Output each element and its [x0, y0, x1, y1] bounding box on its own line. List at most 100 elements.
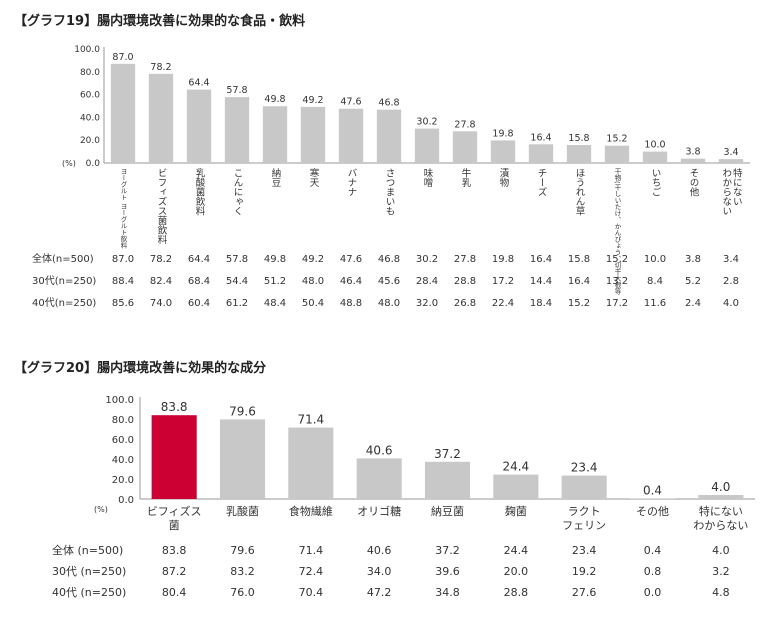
c19-table-cell: 4.0: [723, 298, 739, 309]
c19-y-tick-label: 20.0: [80, 136, 100, 146]
c20-bar: [219, 419, 266, 499]
c19-table-cell: 17.2: [492, 276, 514, 287]
c20-table-row-label: 40代 (n=250): [52, 586, 126, 599]
c19-table-cell: 8.4: [647, 276, 663, 287]
c19-table-cell: 60.4: [188, 298, 210, 309]
c19-category-label: ヨーグルト ヨーグルト飲料: [119, 168, 127, 250]
c20-data-label: 37.2: [434, 447, 461, 461]
c19-table-cell: 26.8: [454, 298, 476, 309]
c19-data-label: 3.8: [685, 147, 700, 158]
c19-bar: [718, 159, 744, 163]
c19-table-cell: 57.8: [226, 254, 248, 265]
c19-category-label: 納豆: [270, 167, 282, 187]
c20-category-label: フェリン: [562, 519, 606, 532]
c20-category-label: オリゴ糖: [357, 504, 401, 518]
c19-table-cell: 30.2: [416, 254, 438, 265]
c20-bar: [356, 458, 402, 499]
c20-table-cell: 72.4: [299, 565, 324, 578]
c19-data-label: 16.4: [530, 132, 551, 143]
c19-table-row-label: 40代(n=250): [32, 297, 96, 309]
c19-bar: [148, 73, 174, 163]
c19-table-cell: 48.4: [264, 298, 286, 309]
c20-y-unit: (%): [94, 505, 108, 514]
c19-category-label: その他: [688, 168, 700, 197]
c19-table-cell: 48.8: [340, 298, 362, 309]
c20-table-cell: 83.2: [230, 565, 255, 578]
c19-table-cell: 3.8: [685, 254, 701, 265]
c19-data-label: 49.2: [302, 95, 323, 106]
c19-table-cell: 78.2: [150, 254, 172, 265]
c20-table-cell: 34.0: [367, 565, 392, 578]
c19-table-cell: 61.2: [226, 298, 248, 309]
c19-table-cell: 16.4: [530, 254, 552, 265]
c20-table-cell: 83.8: [162, 544, 187, 557]
c19-data-label: 3.4: [723, 147, 738, 158]
c20-y-tick-label: 60.0: [112, 435, 134, 446]
c20-data-label: 0.4: [643, 484, 662, 498]
c19-table-cell: 46.4: [340, 276, 362, 287]
c19-table-cell: 51.2: [264, 276, 286, 287]
c20-table-cell: 80.4: [162, 586, 187, 599]
c19-category-label: こんにゃく: [232, 168, 244, 216]
c19-data-label: 46.8: [378, 98, 399, 109]
c19-table-row-label: 30代(n=250): [32, 275, 96, 287]
c20-category-label: ラクト: [568, 505, 601, 518]
c19-data-label: 49.8: [264, 94, 285, 105]
c19-y-unit: (%): [62, 159, 76, 168]
c19-y-tick-label: 40.0: [80, 113, 100, 123]
c19-table-cell: 22.4: [492, 298, 514, 309]
c19-data-label: 64.4: [188, 78, 209, 89]
c19-table-cell: 19.8: [492, 254, 514, 265]
c20-category-label: 食物繊維: [289, 504, 333, 518]
c19-bar: [338, 108, 364, 163]
c19-category-label: 漬物: [498, 167, 510, 188]
c19-table-cell: 15.2: [606, 254, 628, 265]
c20-category-label: 特にない: [699, 504, 743, 518]
c19-y-tick-label: 100.0: [74, 45, 100, 55]
c20-data-label: 4.0: [711, 480, 730, 494]
c19-y-tick-label: 60.0: [80, 91, 100, 101]
c19-category-label: チーズ: [536, 168, 548, 197]
c20-data-label: 79.6: [229, 404, 256, 418]
c20-bar: [698, 495, 744, 499]
c19-table-cell: 16.4: [568, 276, 590, 287]
c20-bar: [493, 474, 539, 499]
c20-category-label: 乳酸菌: [226, 504, 259, 518]
c19-table-cell: 17.2: [606, 298, 628, 309]
c19-bar: [566, 144, 592, 163]
c19-category-label: 特にない: [731, 167, 743, 206]
c20-table-cell: 27.6: [572, 586, 597, 599]
c20-data-label: 24.4: [502, 460, 529, 474]
c19-table-cell: 27.8: [454, 254, 476, 265]
c20-table-cell: 20.0: [504, 565, 529, 578]
c19-table-cell: 49.8: [264, 254, 286, 265]
c20-table-cell: 34.8: [435, 586, 460, 599]
c20-category-label: その他: [636, 505, 669, 518]
c19-table-cell: 13.2: [606, 276, 628, 287]
c20-table-cell: 4.8: [712, 586, 730, 599]
c19-category-label: 乳酸菌飲料: [194, 167, 206, 216]
c19-category-label: 寒天: [308, 167, 320, 188]
c19-data-label: 10.0: [644, 140, 665, 151]
c19-y-tick-label: 0.0: [86, 159, 101, 169]
c19-table-cell: 5.2: [685, 276, 701, 287]
c20-y-tick-label: 20.0: [112, 475, 134, 486]
c20-y-tick-label: 40.0: [112, 455, 134, 466]
c19-table-cell: 47.6: [340, 254, 362, 265]
c19-table-cell: 87.0: [112, 254, 134, 265]
c20-table-cell: 76.0: [230, 586, 255, 599]
c19-bar: [604, 145, 630, 163]
c19-table-cell: 82.4: [150, 276, 172, 287]
c19-table-cell: 64.4: [188, 254, 210, 265]
c19-bar: [490, 140, 516, 163]
c19-table-cell: 28.8: [454, 276, 476, 287]
c19-table-cell: 2.8: [723, 276, 739, 287]
c19-data-label: 27.8: [454, 119, 475, 130]
c19-bar: [528, 144, 554, 163]
c20-data-label: 71.4: [297, 413, 324, 427]
c20-table-cell: 71.4: [299, 544, 324, 557]
c20-category-label: 菌: [169, 519, 180, 532]
c19-category-label: ビフィズス菌飲料: [156, 168, 168, 245]
c20-table-cell: 39.6: [435, 565, 460, 578]
